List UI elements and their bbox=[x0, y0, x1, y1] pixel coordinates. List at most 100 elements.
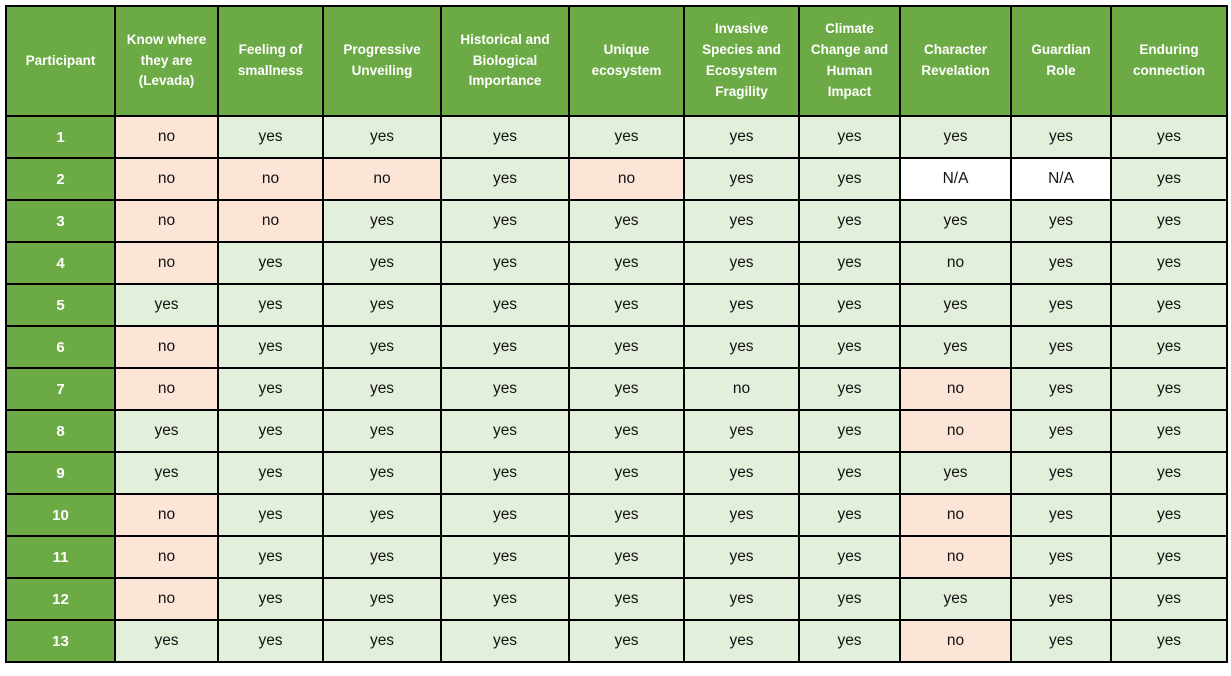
row-header-participant: 4 bbox=[5, 241, 116, 285]
table-cell: yes bbox=[798, 367, 901, 411]
table-cell: no bbox=[114, 493, 219, 537]
table-cell: yes bbox=[568, 409, 685, 453]
table-cell: yes bbox=[322, 619, 442, 663]
table-cell: yes bbox=[1010, 451, 1112, 495]
table-cell: yes bbox=[683, 241, 800, 285]
row-header-participant: 8 bbox=[5, 409, 116, 453]
table-cell: yes bbox=[798, 325, 901, 369]
table-cell: yes bbox=[1110, 577, 1228, 621]
table-cell: yes bbox=[899, 115, 1012, 159]
row-header-participant: 7 bbox=[5, 367, 116, 411]
table-cell: yes bbox=[217, 325, 324, 369]
column-header: Historical and Biological Importance bbox=[440, 5, 570, 117]
table-cell: no bbox=[114, 535, 219, 579]
table-cell: no bbox=[683, 367, 800, 411]
table-cell: no bbox=[899, 241, 1012, 285]
table-cell: yes bbox=[1110, 157, 1228, 201]
table-cell: yes bbox=[568, 241, 685, 285]
table-cell: N/A bbox=[899, 157, 1012, 201]
table-cell: yes bbox=[798, 409, 901, 453]
table-cell: yes bbox=[683, 619, 800, 663]
table-cell: yes bbox=[217, 115, 324, 159]
table-row: 3 no no yes yes yes yes yes yes yes yes bbox=[5, 199, 1228, 243]
column-header: Feeling of smallness bbox=[217, 5, 324, 117]
row-header-participant: 6 bbox=[5, 325, 116, 369]
row-header-participant: 3 bbox=[5, 199, 116, 243]
row-header-participant: 12 bbox=[5, 577, 116, 621]
table-cell: yes bbox=[440, 619, 570, 663]
table-cell: yes bbox=[217, 619, 324, 663]
table-cell: yes bbox=[1010, 115, 1112, 159]
table-cell: yes bbox=[440, 577, 570, 621]
table-cell: yes bbox=[899, 199, 1012, 243]
table-cell: yes bbox=[568, 451, 685, 495]
table-cell: no bbox=[568, 157, 685, 201]
table-cell: no bbox=[114, 241, 219, 285]
table-cell: no bbox=[899, 535, 1012, 579]
table-cell: yes bbox=[899, 451, 1012, 495]
table-cell: yes bbox=[217, 409, 324, 453]
table-cell: yes bbox=[798, 535, 901, 579]
table-cell: yes bbox=[1010, 325, 1112, 369]
table-cell: yes bbox=[1110, 199, 1228, 243]
table-cell: yes bbox=[568, 115, 685, 159]
table-cell: yes bbox=[899, 283, 1012, 327]
table-cell: yes bbox=[440, 157, 570, 201]
table-cell: yes bbox=[217, 451, 324, 495]
table-cell: yes bbox=[683, 535, 800, 579]
table-cell: yes bbox=[683, 157, 800, 201]
column-header: Know where they are (Levada) bbox=[114, 5, 219, 117]
table-cell: yes bbox=[798, 115, 901, 159]
table-cell: yes bbox=[683, 409, 800, 453]
table-cell: yes bbox=[568, 367, 685, 411]
column-header: Character Revelation bbox=[899, 5, 1012, 117]
table-cell: yes bbox=[322, 493, 442, 537]
row-header-participant: 10 bbox=[5, 493, 116, 537]
table-cell: yes bbox=[440, 409, 570, 453]
table-cell: no bbox=[899, 367, 1012, 411]
table-cell: yes bbox=[798, 199, 901, 243]
header-row: Participant Know where they are (Levada) F… bbox=[5, 5, 1228, 117]
column-header: Participant bbox=[5, 5, 116, 117]
participant-themes-table: Participant Know where they are (Levada) F… bbox=[5, 5, 1228, 663]
table-row: 13 yes yes yes yes yes yes yes no yes yes bbox=[5, 619, 1228, 663]
table-cell: yes bbox=[322, 577, 442, 621]
table-cell: yes bbox=[798, 451, 901, 495]
table-cell: yes bbox=[440, 199, 570, 243]
column-header: Progressive Unveiling bbox=[322, 5, 442, 117]
table-cell: yes bbox=[1110, 535, 1228, 579]
table-cell: yes bbox=[1110, 325, 1228, 369]
table-cell: no bbox=[217, 199, 324, 243]
table-cell: yes bbox=[568, 325, 685, 369]
column-header: Invasive Species and Ecosystem Fragility bbox=[683, 5, 800, 117]
table-cell: yes bbox=[217, 241, 324, 285]
table-cell: yes bbox=[322, 115, 442, 159]
table-cell: yes bbox=[1110, 241, 1228, 285]
table-cell: yes bbox=[322, 367, 442, 411]
table-cell: yes bbox=[798, 241, 901, 285]
row-header-participant: 2 bbox=[5, 157, 116, 201]
table-cell: no bbox=[899, 619, 1012, 663]
table-cell: yes bbox=[114, 283, 219, 327]
table-cell: no bbox=[899, 493, 1012, 537]
table-cell: yes bbox=[568, 619, 685, 663]
table-cell: yes bbox=[1010, 283, 1112, 327]
table-cell: yes bbox=[1110, 115, 1228, 159]
table-cell: no bbox=[114, 577, 219, 621]
table-cell: yes bbox=[322, 451, 442, 495]
column-header: Guardian Role bbox=[1010, 5, 1112, 117]
table-cell: yes bbox=[683, 283, 800, 327]
table-row: 11 no yes yes yes yes yes yes no yes yes bbox=[5, 535, 1228, 579]
table-cell: no bbox=[114, 367, 219, 411]
table-row: 10 no yes yes yes yes yes yes no yes yes bbox=[5, 493, 1228, 537]
table-cell: yes bbox=[1010, 241, 1112, 285]
table-cell: yes bbox=[322, 325, 442, 369]
table-cell: no bbox=[899, 409, 1012, 453]
table-cell: no bbox=[114, 199, 219, 243]
table-cell: yes bbox=[114, 619, 219, 663]
row-header-participant: 13 bbox=[5, 619, 116, 663]
table-cell: yes bbox=[1110, 451, 1228, 495]
table-cell: yes bbox=[440, 283, 570, 327]
table-row: 6 no yes yes yes yes yes yes yes yes yes bbox=[5, 325, 1228, 369]
